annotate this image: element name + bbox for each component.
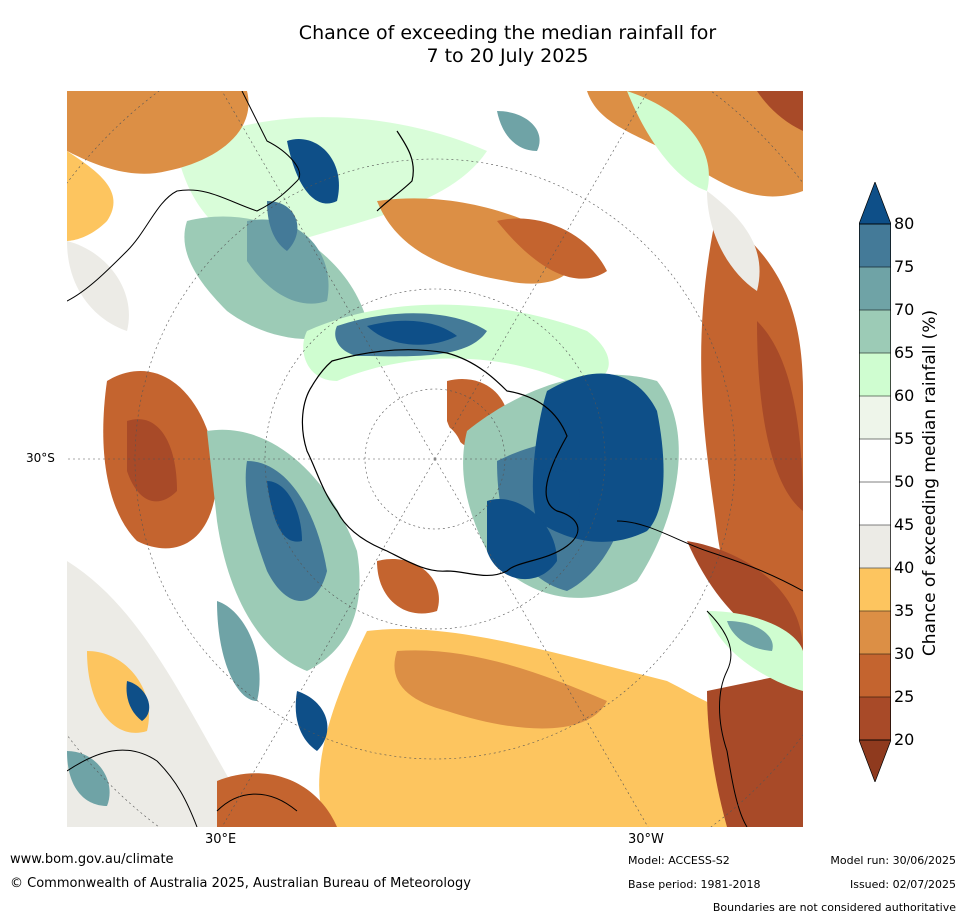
colorbar-segment — [859, 267, 891, 311]
colorbar-tick-label: 20 — [894, 730, 915, 749]
colorbar-segment — [859, 611, 891, 655]
colorbar-segment — [859, 482, 891, 526]
new-zealand-coastline — [376, 130, 414, 212]
title-line-2: 7 to 20 July 2025 — [426, 45, 589, 67]
region-darkblue-sw4 — [126, 681, 150, 721]
colorbar-tick-label: 70 — [894, 300, 915, 319]
colorbar-segment — [859, 654, 891, 698]
colorbar-tick-label: 55 — [894, 429, 915, 448]
colorbar-segment — [859, 224, 891, 268]
region-darkblue-sw3 — [295, 691, 328, 751]
region-teal-north — [497, 111, 540, 151]
footer-website: www.bom.gov.au/climate — [10, 852, 174, 867]
australia-coastline — [67, 91, 301, 302]
colorbar-segment — [859, 439, 891, 483]
colorbar-segment — [859, 697, 891, 741]
colorbar-over-arrow — [859, 182, 891, 225]
region-darkbrown-east — [757, 321, 803, 511]
colorbar-outline — [859, 223, 891, 741]
region-lightorange-nw — [67, 151, 114, 241]
colorbar-tick-label: 80 — [894, 214, 915, 233]
region-grey-ne — [707, 191, 760, 291]
colorbar-segment — [859, 353, 891, 397]
region-teal-sw2 — [217, 601, 260, 701]
south-america-coastline — [616, 520, 803, 827]
region-orange-north2 — [497, 218, 607, 279]
region-green-se — [707, 611, 803, 691]
footer-model-run: Model run: 30/06/2025 — [830, 854, 956, 867]
colorbar — [859, 182, 891, 782]
footer-model: Model: ACCESS-S2 — [628, 854, 730, 867]
region-brown-south — [394, 650, 607, 729]
colorbar-tick-label: 30 — [894, 644, 915, 663]
region-white-centre — [407, 418, 463, 467]
graticule — [67, 91, 803, 827]
colorbar-tick-label: 40 — [894, 558, 915, 577]
map-title: Chance of exceeding the median rainfall … — [0, 22, 965, 68]
region-orange-nw — [67, 91, 249, 174]
lat-label-30s: 30°S — [26, 451, 55, 465]
title-line-1: Chance of exceeding the median rainfall … — [298, 22, 717, 44]
region-blue-west2 — [267, 201, 298, 251]
antarctica-coastline — [301, 349, 579, 577]
region-darkblue-sw1 — [267, 481, 302, 542]
region-darkblue-ring-north — [367, 320, 457, 345]
region-blue-west1 — [287, 139, 339, 204]
region-teal-west — [247, 219, 329, 304]
region-orange-north-band — [377, 198, 574, 284]
colorbar-tick-label: 75 — [894, 257, 915, 276]
colorbar-segment — [859, 525, 891, 569]
madagascar-coastline — [216, 793, 298, 812]
colorbar-under-arrow — [859, 739, 891, 782]
colorbar-tick-label: 60 — [894, 386, 915, 405]
rainfall-map — [67, 91, 803, 827]
region-darkblue-atlantic — [532, 373, 664, 542]
footer-copyright: © Commonwealth of Australia 2025, Austra… — [10, 876, 471, 891]
footer-base-period: Base period: 1981-2018 — [628, 878, 761, 891]
colorbar-tick-label: 35 — [894, 601, 915, 620]
colorbar-tick-label: 50 — [894, 472, 915, 491]
region-brown-se-corner — [707, 671, 803, 827]
colorbar-tick-label: 45 — [894, 515, 915, 534]
region-brown-se — [687, 541, 803, 651]
region-teal-se — [727, 621, 773, 651]
region-lightorange-sw — [87, 651, 149, 733]
region-brown-sw-corner — [217, 773, 337, 827]
colorbar-tick-label: 65 — [894, 343, 915, 362]
region-green-east-band — [627, 91, 709, 191]
footer-issued: Issued: 02/07/2025 — [849, 878, 956, 891]
colorbar-segment — [859, 396, 891, 440]
region-darkbrown-west — [127, 419, 177, 502]
colorbar-tick-label: 25 — [894, 687, 915, 706]
colorbar-segment — [859, 310, 891, 354]
footer-disclaimer: Boundaries are not considered authoritat… — [712, 901, 956, 914]
colorbar-segment — [859, 568, 891, 612]
region-orange-southocean — [377, 559, 439, 614]
region-grey-sw — [67, 561, 257, 827]
region-grey-nw-band — [67, 241, 129, 331]
lon-label-30w: 30°W — [628, 832, 664, 847]
region-brown-ne-corner — [757, 91, 803, 131]
africa-coastline — [67, 749, 198, 827]
lon-label-30e: 30°E — [205, 832, 237, 847]
